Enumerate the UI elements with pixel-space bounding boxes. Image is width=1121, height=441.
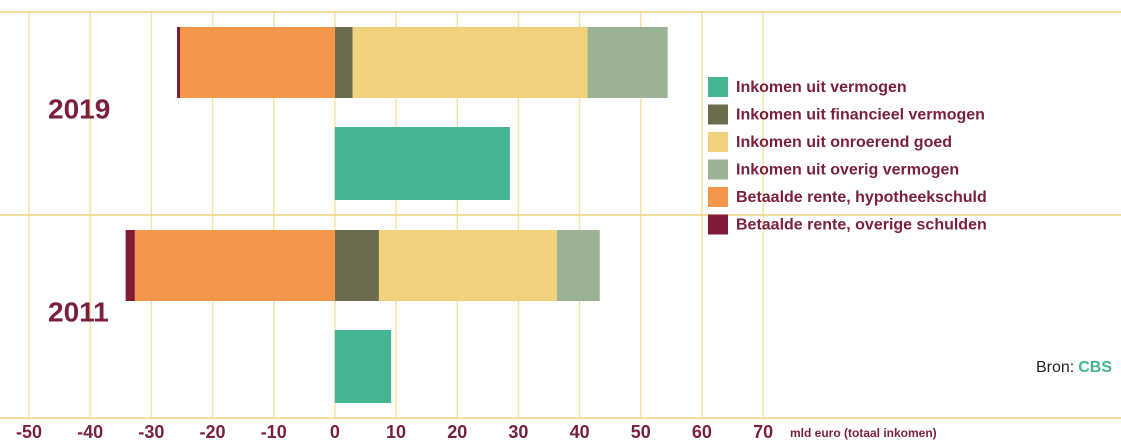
category-label: 2019 — [48, 93, 110, 124]
legend-label: Inkomen uit overig vermogen — [736, 162, 959, 179]
x-axis-label: mld euro (totaal inkomen) — [790, 426, 937, 440]
bar — [334, 330, 392, 403]
bar — [334, 230, 379, 301]
source-name: CBS — [1078, 359, 1112, 376]
source: Bron: CBS — [1036, 359, 1112, 376]
legend-swatch — [708, 214, 728, 235]
legend-swatch — [708, 77, 728, 97]
legend-label: Inkomen uit vermogen — [736, 79, 907, 96]
legend-label: Inkomen uit onroerend goed — [736, 134, 952, 151]
bar — [352, 27, 588, 98]
legend-swatch — [708, 104, 728, 125]
legend-swatch — [708, 132, 728, 152]
bar — [556, 230, 600, 301]
x-tick-label: 50 — [631, 422, 651, 441]
x-tick-label: 60 — [692, 422, 712, 441]
legend-swatch — [708, 187, 728, 207]
x-tick-label: 70 — [753, 422, 773, 441]
x-tick-label: -40 — [77, 422, 103, 441]
x-tick-label: 0 — [330, 422, 340, 441]
bar — [125, 230, 135, 301]
x-tick-label: -20 — [200, 422, 226, 441]
bar — [587, 27, 668, 98]
legend-swatch — [708, 159, 728, 180]
source-label: Bron: — [1036, 359, 1074, 376]
bar — [177, 27, 181, 98]
legend-label: Betaalde rente, overige schulden — [736, 217, 987, 234]
bar — [334, 27, 353, 98]
bar — [378, 230, 557, 301]
bar — [134, 230, 335, 301]
x-tick-label: 40 — [570, 422, 590, 441]
legend-label: Betaalde rente, hypotheekschuld — [736, 189, 987, 206]
bar — [180, 27, 335, 98]
x-tick-label: 10 — [386, 422, 406, 441]
x-tick-label: -30 — [138, 422, 164, 441]
bar — [334, 127, 510, 200]
legend-label: Inkomen uit financieel vermogen — [736, 107, 985, 124]
x-tick-label: 20 — [447, 422, 467, 441]
x-tick-label: -10 — [261, 422, 287, 441]
x-tick-label: 30 — [508, 422, 528, 441]
plot: -50 -40 -30 -20 -10 0 10 20 30 40 50 60 70 2019 2011 In… — [0, 11, 1121, 441]
x-tick-label: -50 — [16, 422, 42, 441]
category-label: 2011 — [48, 296, 109, 327]
